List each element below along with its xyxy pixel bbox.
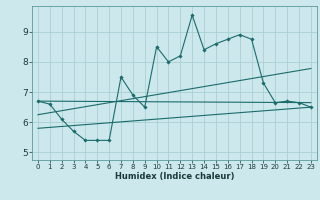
X-axis label: Humidex (Indice chaleur): Humidex (Indice chaleur) (115, 172, 234, 181)
